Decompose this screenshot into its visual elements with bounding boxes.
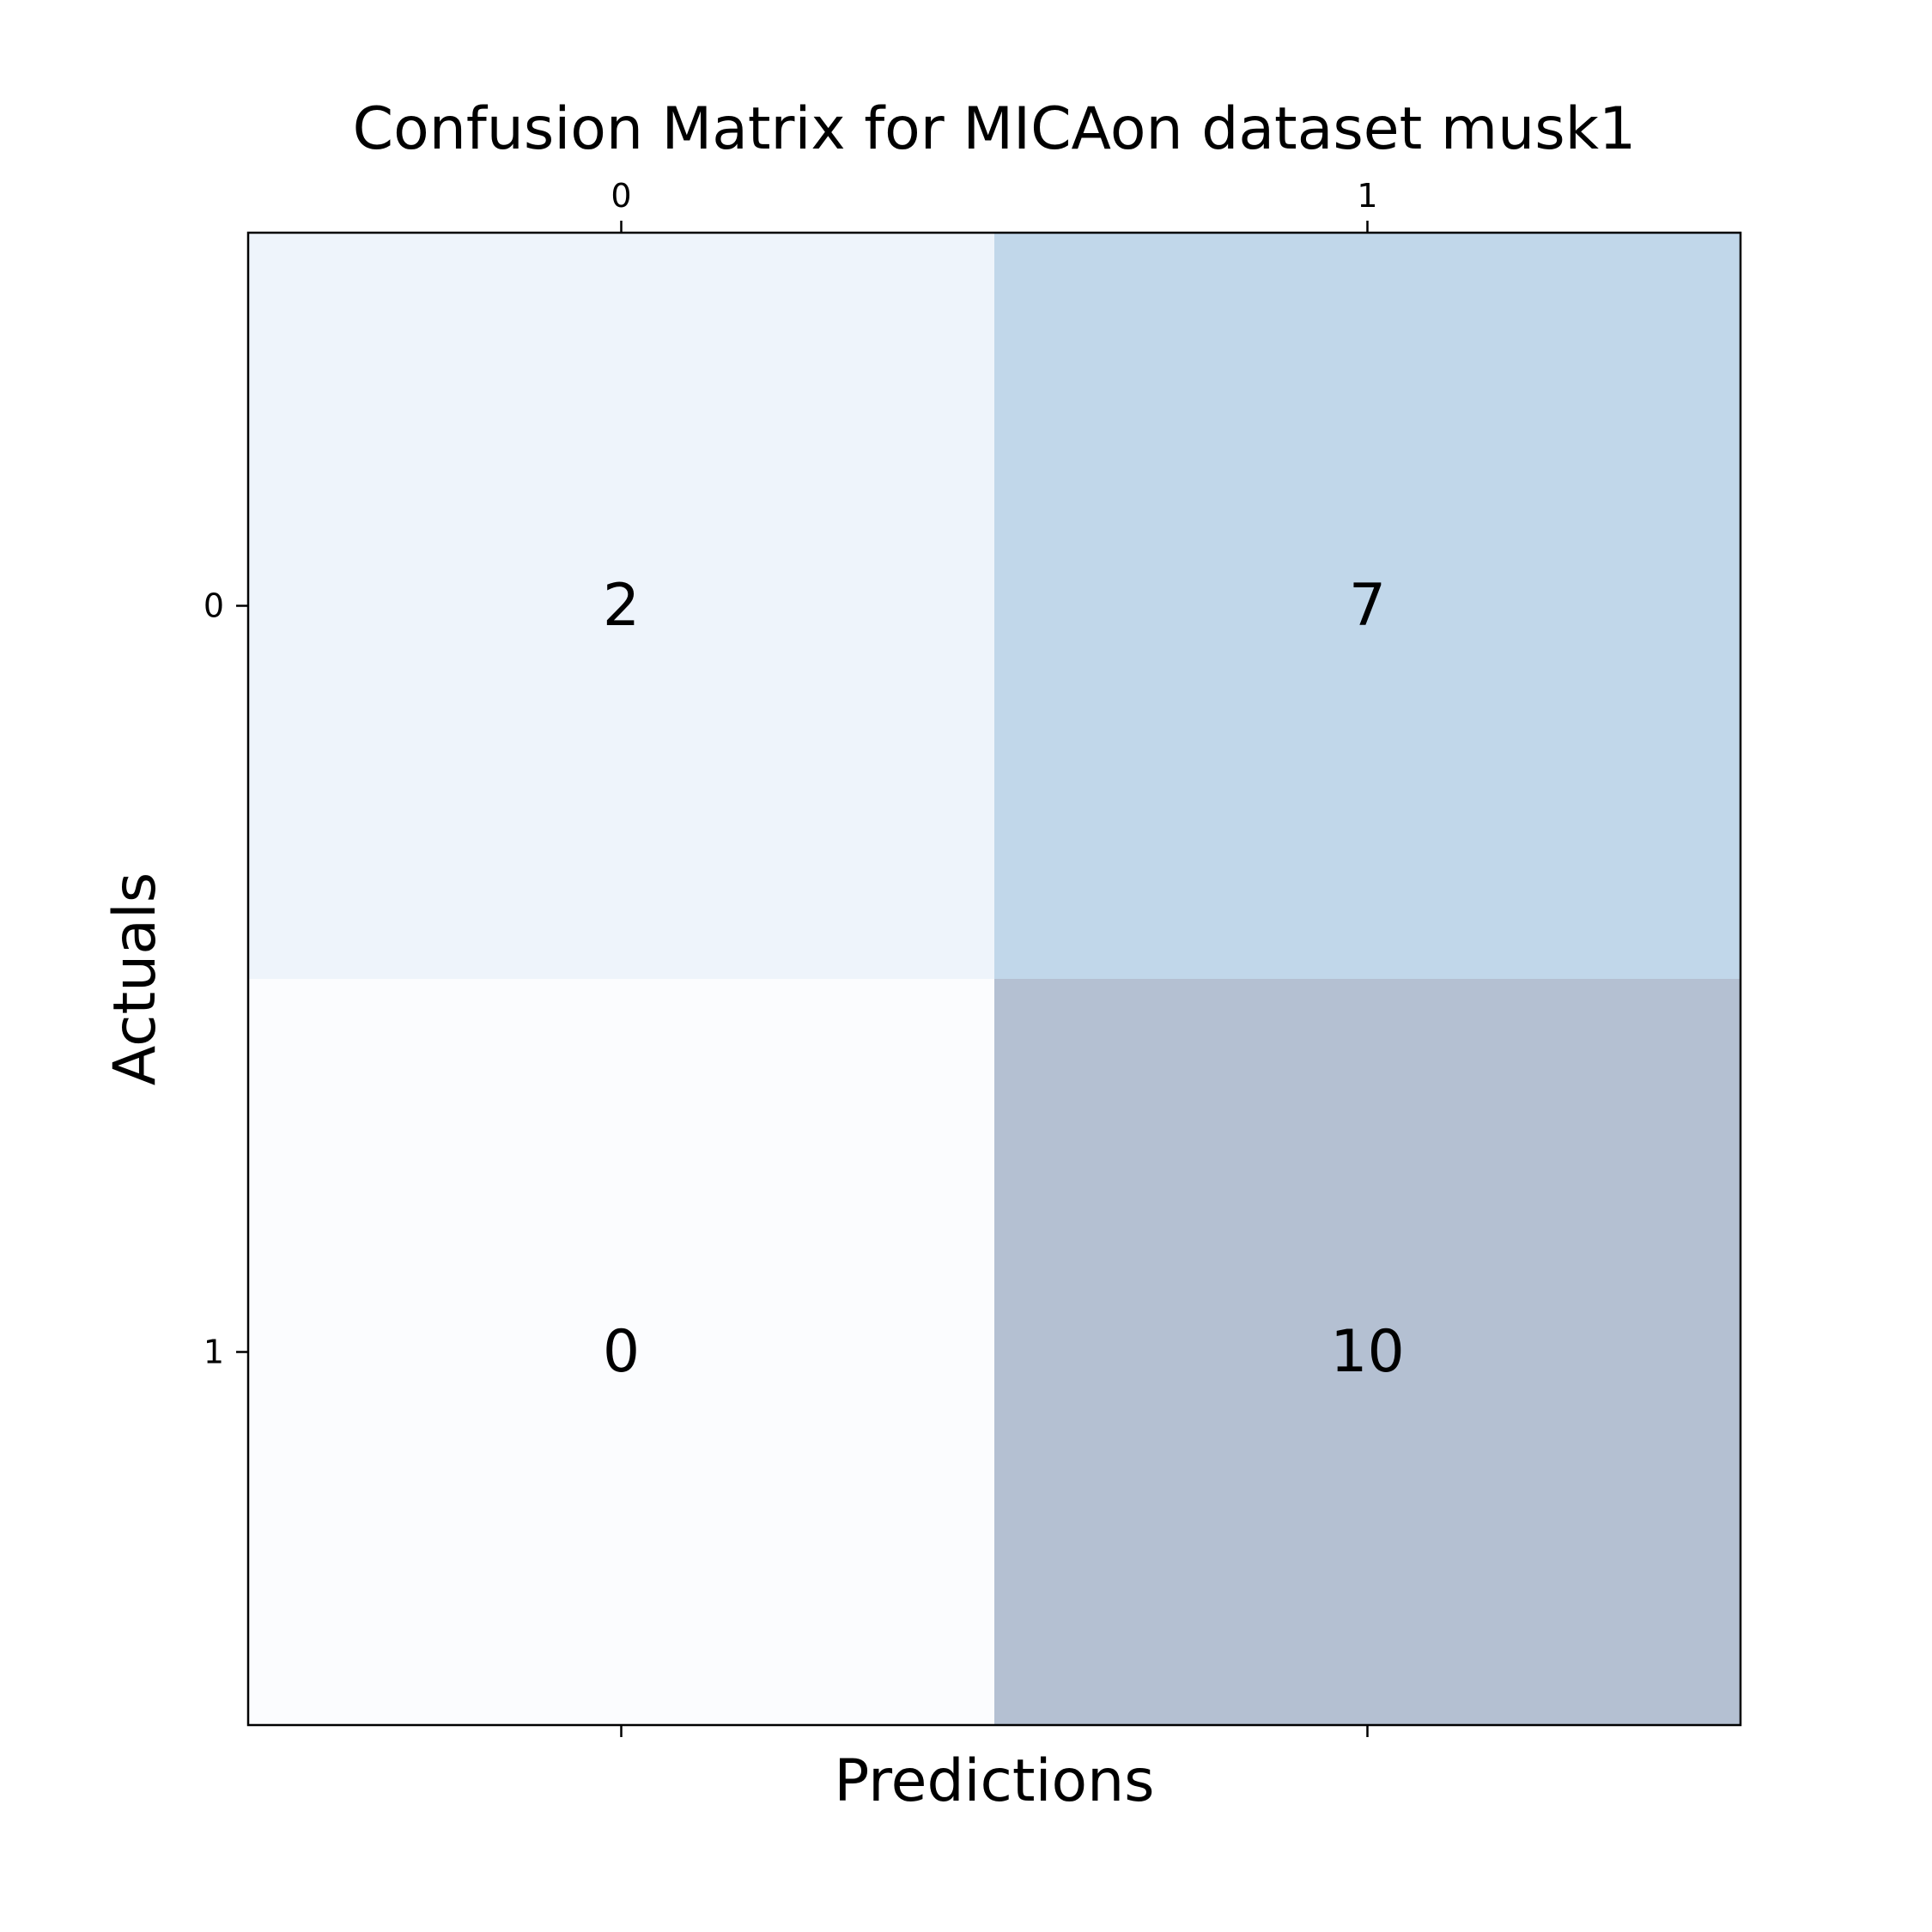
axis-ticks: 0 1 0 1: [204, 177, 1378, 1737]
heatmap-cell-r1-c0: [248, 979, 994, 1725]
heatmap-cell-r0-c0: [248, 233, 994, 979]
cell-value-r0-c1: 7: [1349, 572, 1386, 640]
chart-title: Confusion Matrix for MICAon dataset musk…: [353, 95, 1637, 163]
heatmap-cell-labels: 2 7 0 10: [603, 572, 1405, 1386]
y-axis-label: Actuals: [101, 872, 169, 1085]
cell-value-r1-c1: 10: [1330, 1318, 1405, 1386]
cell-value-r0-c0: 2: [603, 572, 640, 640]
x-tick-label-1: 1: [1357, 177, 1377, 215]
y-tick-label-1: 1: [204, 1334, 224, 1371]
x-axis-label: Predictions: [834, 1747, 1154, 1815]
heatmap-cell-r1-c1: [994, 979, 1741, 1725]
plot-frame: [246, 231, 1742, 1727]
cell-value-r1-c0: 0: [603, 1318, 640, 1386]
y-tick-label-0: 0: [204, 587, 224, 625]
x-tick-label-0: 0: [611, 177, 631, 215]
heatmap-cells: [248, 233, 1741, 1725]
heatmap-cell-r0-c1: [994, 233, 1741, 979]
